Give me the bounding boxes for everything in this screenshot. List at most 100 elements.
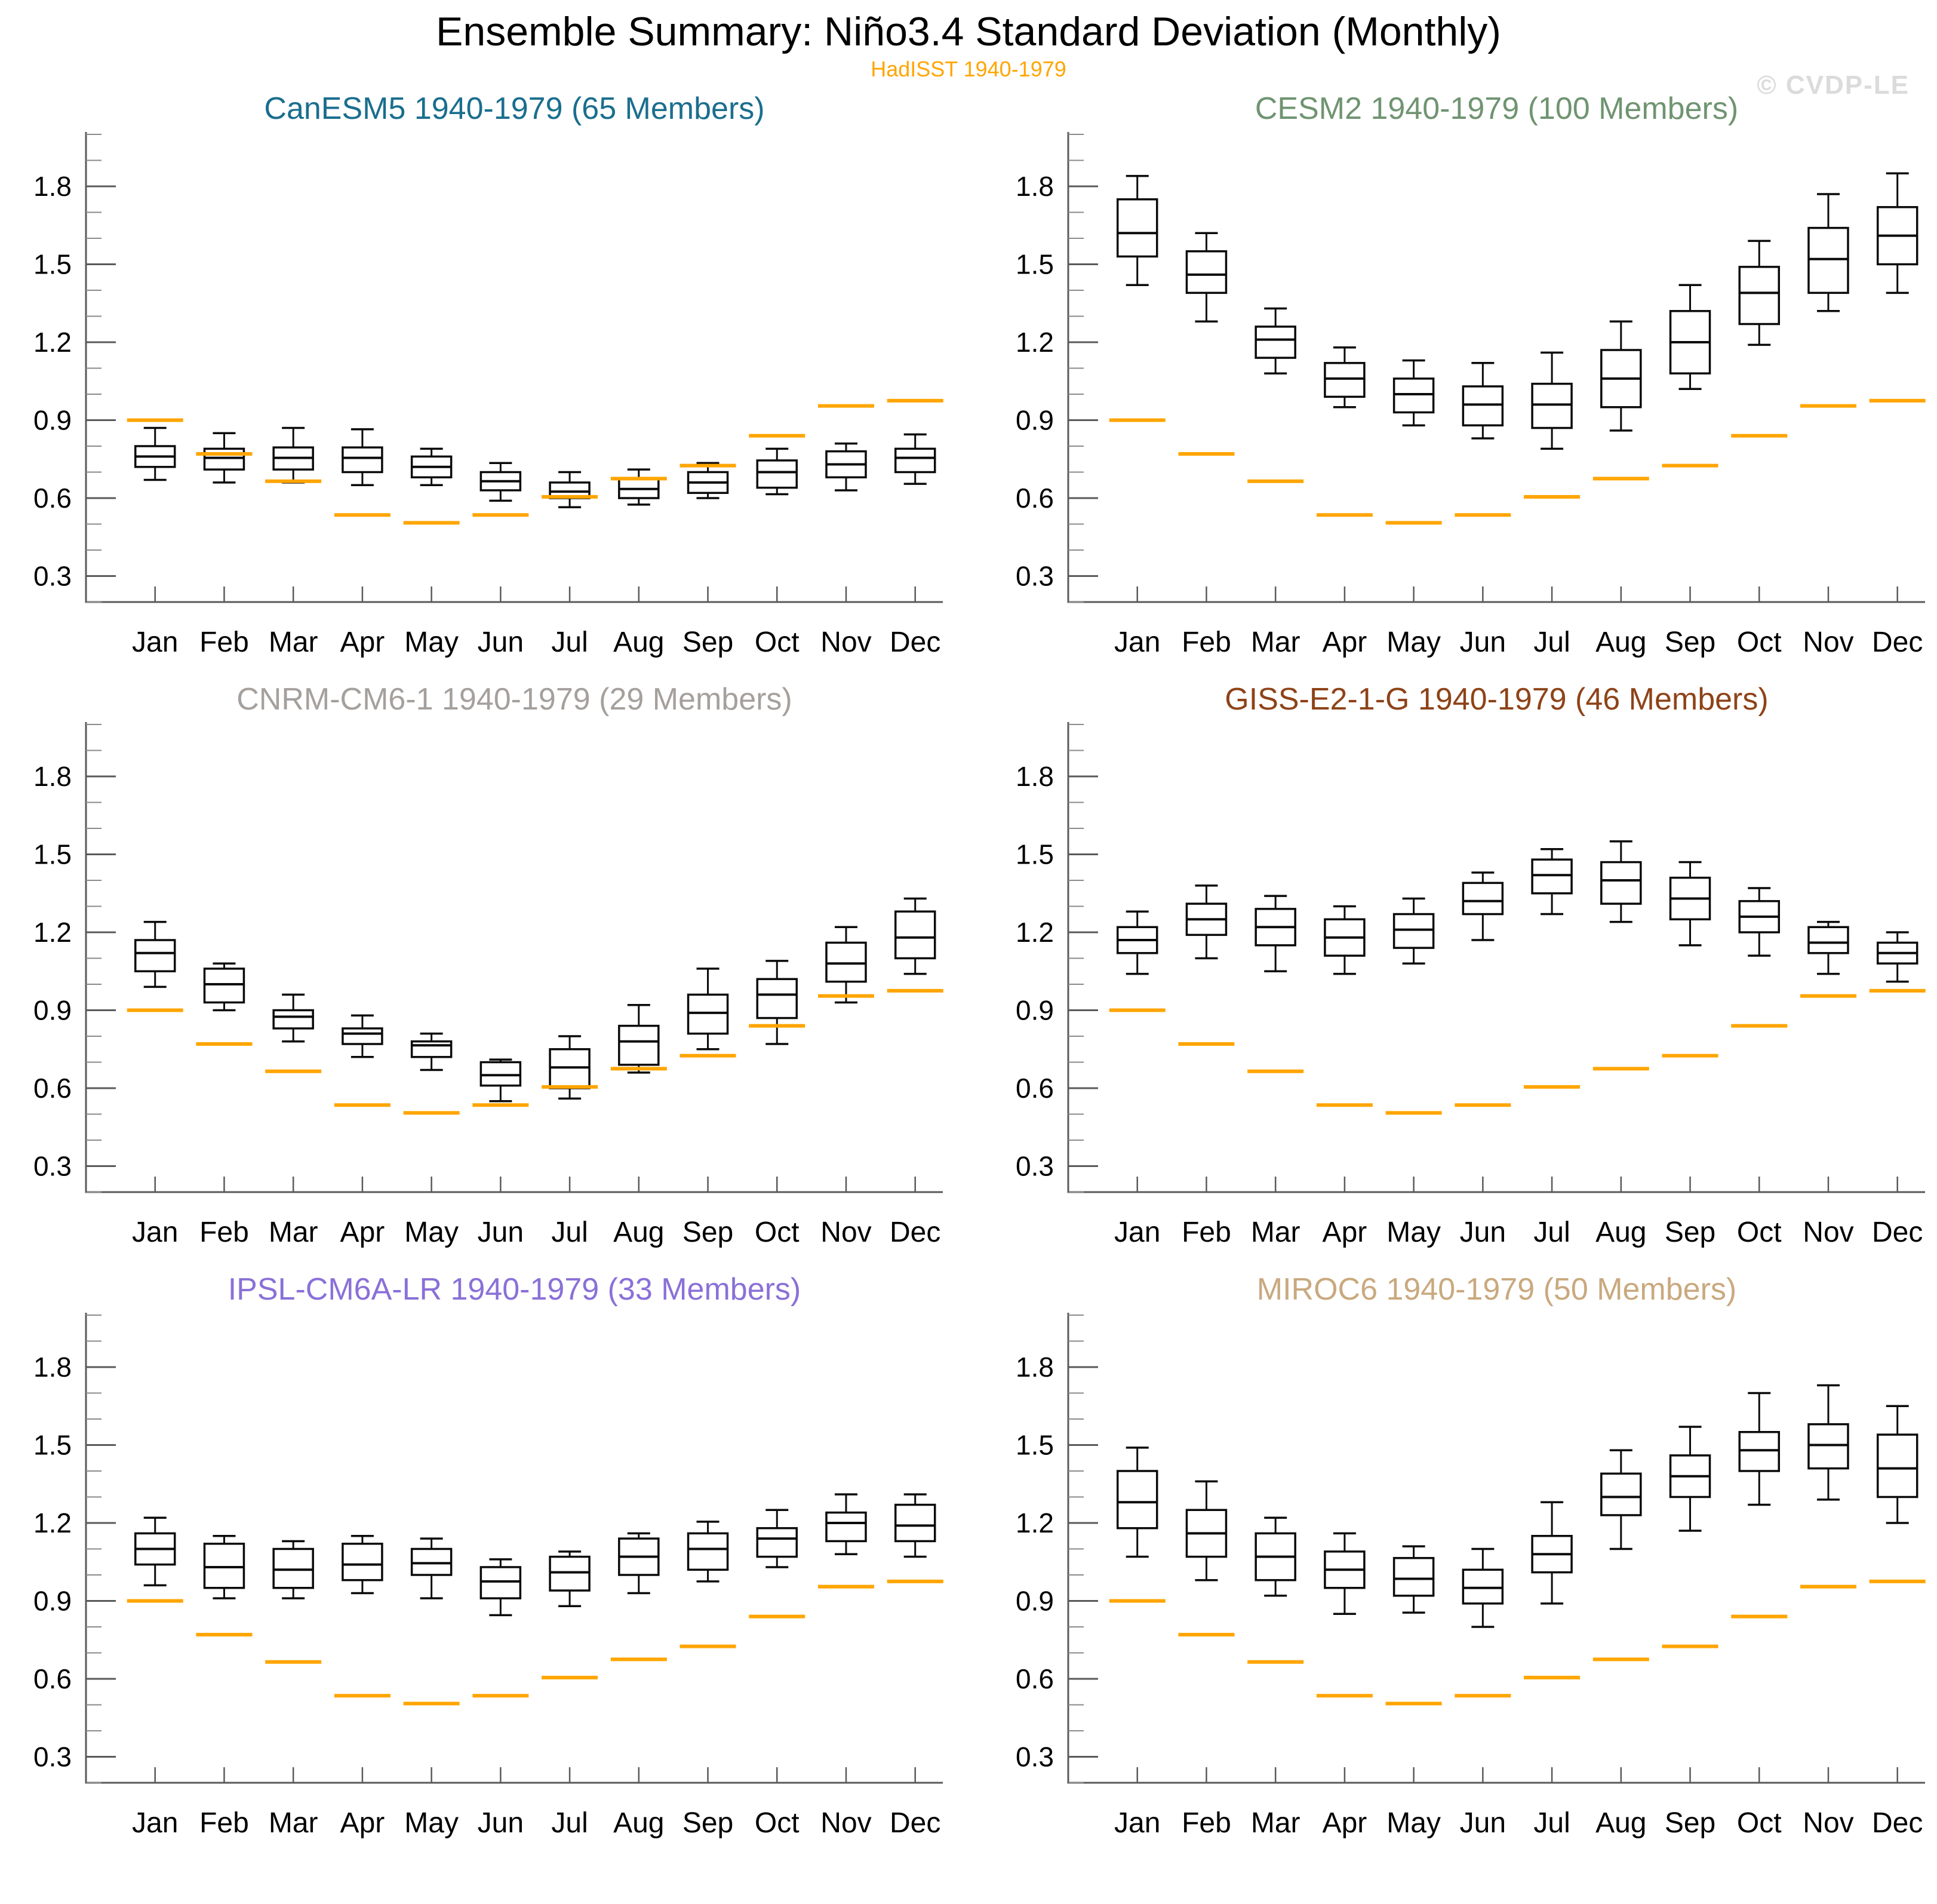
box-jul — [1531, 351, 1573, 450]
box-apr — [1324, 1532, 1366, 1616]
iqr-box — [203, 447, 245, 471]
box-dec — [894, 898, 936, 975]
box-may — [1392, 359, 1435, 426]
month-label: Jan — [132, 1217, 178, 1248]
y-tick-label: 0.9 — [1016, 995, 1054, 1026]
y-tick-label: 0.3 — [1016, 1151, 1054, 1182]
box-mar — [1255, 307, 1296, 374]
y-tick-label: 0.6 — [1016, 1663, 1054, 1694]
model-panel: IPSL-CM6A-LR 1940-1979 (33 Members) 0.3 0… — [8, 1266, 949, 1848]
box-may — [1392, 1545, 1435, 1614]
month-label: Jun — [1460, 1217, 1506, 1248]
month-label: Dec — [890, 1807, 940, 1839]
y-tick-label: 0.6 — [1016, 483, 1054, 514]
box-jun — [479, 1558, 522, 1617]
figure-header: Ensemble Summary: Niño3.4 Standard Devia… — [0, 0, 1937, 100]
box-oct — [1738, 887, 1781, 957]
month-label: Feb — [1182, 627, 1231, 658]
boxplot-chart-1: 0.3 0.6 0.9 1.2 1.5 1.8 Jan Feb Mar Apr May Jun Jul A… — [33, 131, 943, 658]
y-tick-label: 1.2 — [33, 917, 72, 948]
y-tick-label: 0.9 — [33, 995, 72, 1026]
box-apr — [1324, 346, 1366, 409]
box-jan — [134, 426, 176, 481]
month-label: Apr — [340, 627, 385, 658]
month-label: Aug — [613, 627, 664, 658]
month-label: Oct — [1737, 627, 1782, 658]
month-label: Nov — [1803, 1217, 1853, 1248]
iqr-box — [203, 1543, 245, 1589]
y-tick-label: 1.2 — [33, 327, 72, 358]
month-label: Jul — [551, 1807, 588, 1839]
panel-title-1: CanESM5 1940-1979 (65 Members) — [264, 91, 765, 126]
month-label: Apr — [340, 1217, 385, 1248]
month-label: Mar — [269, 1807, 318, 1839]
month-label: Oct — [1737, 1807, 1782, 1839]
month-label: Dec — [1872, 1217, 1923, 1248]
y-tick-label: 0.3 — [33, 1151, 72, 1182]
boxplot-chart-4: 0.3 0.6 0.9 1.2 1.5 1.8 Jan Feb Mar Apr May Jun Jul A… — [1016, 722, 1926, 1248]
box-aug — [618, 468, 660, 506]
iqr-box — [342, 446, 383, 473]
box-jun — [1462, 1547, 1504, 1628]
observation-subtitle: HadISST 1940-1979 — [871, 56, 1066, 81]
iqr-box — [1462, 385, 1504, 426]
box-feb — [203, 1535, 245, 1600]
month-label: Sep — [1665, 1217, 1715, 1248]
iqr-box — [272, 1009, 314, 1030]
iqr-box — [1185, 250, 1228, 294]
iqr-box — [687, 1532, 729, 1571]
y-tick-label: 1.8 — [1016, 171, 1054, 202]
boxplot-chart-6: 0.3 0.6 0.9 1.2 1.5 1.8 Jan Feb Mar Apr May Jun Jul A… — [1016, 1313, 1926, 1839]
y-tick-label: 1.5 — [1016, 1430, 1054, 1461]
iqr-box — [1116, 1470, 1158, 1530]
month-label: Sep — [1665, 1807, 1715, 1839]
iqr-box — [342, 1543, 383, 1581]
box-jun — [1462, 361, 1504, 440]
iqr-box — [479, 1061, 522, 1087]
month-label: Feb — [199, 1217, 249, 1248]
y-tick-label: 0.6 — [33, 483, 72, 514]
box-nov — [1807, 192, 1849, 312]
month-label: Mar — [1251, 1807, 1300, 1839]
month-label: Feb — [199, 1807, 249, 1839]
box-dec — [894, 433, 936, 485]
y-tick-label: 1.5 — [33, 248, 72, 280]
iqr-box — [1807, 926, 1849, 954]
box-mar — [272, 994, 314, 1043]
month-label: May — [1386, 1217, 1441, 1248]
month-label: Jun — [478, 1807, 524, 1839]
y-tick-label: 0.3 — [33, 1742, 72, 1773]
month-label: Mar — [1251, 1217, 1300, 1248]
y-tick-label: 0.6 — [33, 1073, 72, 1104]
month-label: May — [404, 1807, 459, 1839]
box-nov — [825, 442, 867, 492]
y-tick-label: 1.8 — [33, 171, 72, 202]
month-label: Jun — [478, 627, 524, 658]
box-jun — [479, 1058, 522, 1103]
iqr-box — [549, 1555, 591, 1592]
box-may — [410, 1033, 453, 1071]
month-label: Aug — [613, 1807, 664, 1839]
month-label: Jul — [1533, 1807, 1570, 1839]
box-aug — [1600, 320, 1642, 432]
box-may — [410, 447, 453, 486]
month-label: Jun — [1460, 1807, 1506, 1839]
month-label: Aug — [1595, 627, 1646, 658]
month-label: Mar — [269, 627, 318, 658]
y-tick-label: 1.2 — [1016, 327, 1054, 358]
box-mar — [272, 426, 314, 484]
iqr-box — [549, 1048, 591, 1090]
month-label: Dec — [890, 627, 940, 658]
month-label: Feb — [199, 627, 249, 658]
iqr-box — [1392, 377, 1435, 413]
box-mar — [1255, 895, 1296, 973]
iqr-box — [894, 447, 936, 473]
box-jul — [1531, 1501, 1573, 1605]
y-tick-label: 0.9 — [33, 404, 72, 435]
box-feb — [203, 962, 245, 1012]
month-label: Sep — [682, 1217, 733, 1248]
box-apr — [342, 1535, 383, 1595]
box-jan — [134, 1516, 176, 1587]
month-label: Apr — [1323, 1807, 1367, 1839]
box-aug — [1600, 840, 1642, 923]
